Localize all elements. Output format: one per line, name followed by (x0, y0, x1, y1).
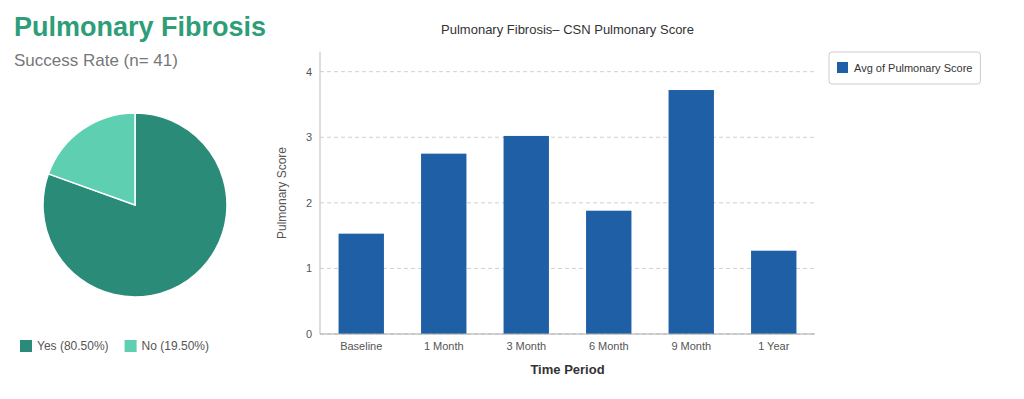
y-tick-label: 3 (306, 131, 312, 143)
y-tick-label: 2 (306, 197, 312, 209)
page: {"chart_data": [ {"type": "pie", "title"… (0, 0, 1024, 399)
bars (339, 90, 797, 334)
x-tick-label: 9 Month (671, 340, 711, 352)
x-tick-label: 6 Month (589, 340, 629, 352)
x-tick-label: Baseline (340, 340, 382, 352)
bar (669, 90, 714, 334)
bar (751, 251, 796, 334)
y-axis: 0 1 2 3 4 Pulmonary Score (275, 52, 815, 340)
subtitle: Success Rate (n= 41) (14, 51, 178, 70)
x-tick-label: 1 Month (424, 340, 464, 352)
legend-label: Avg of Pulmonary Score (854, 62, 972, 74)
legend-swatch (837, 62, 848, 73)
grid-line (320, 202, 815, 203)
pie-slice (43, 113, 227, 297)
bar-legend: Avg of Pulmonary Score (829, 52, 980, 84)
bar-title: Pulmonary Fibrosis– CSN Pulmonary Score (441, 22, 694, 37)
grid-line (320, 334, 815, 335)
pie-legend: Yes (80.50%) No (19.50%) (20, 339, 209, 353)
y-axis-line (320, 52, 321, 334)
y-tick-label: 1 (306, 262, 312, 274)
bar (586, 211, 631, 334)
y-tick-label: 4 (306, 66, 312, 78)
bar (421, 154, 466, 334)
grid-line (320, 268, 815, 269)
chart-canvas: Pulmonary Fibrosis Success Rate (n= 41) Ye… (0, 0, 1024, 399)
y-tick-label: 0 (306, 328, 312, 340)
y-axis-label: Pulmonary Score (275, 147, 289, 239)
legend-box (829, 52, 980, 84)
bar (504, 136, 549, 334)
pie-slice (48, 113, 135, 205)
title: Pulmonary Fibrosis (14, 12, 266, 42)
x-axis: Baseline 1 Month 3 Month 6 Month 9 Month 1 Ye… (320, 334, 815, 377)
x-tick-label: 1 Year (758, 340, 790, 352)
legend-swatch (20, 340, 32, 352)
grid-line (320, 71, 815, 72)
grid-line (320, 137, 815, 138)
pie (43, 113, 227, 297)
legend-swatch (125, 340, 137, 352)
x-tick-label: 3 Month (506, 340, 546, 352)
x-axis-line (320, 334, 815, 335)
legend-label: Yes (80.50%) (37, 339, 109, 353)
legend-label: No (19.50%) (142, 339, 209, 353)
bar (339, 234, 384, 334)
x-axis-label: Time Period (530, 362, 604, 377)
